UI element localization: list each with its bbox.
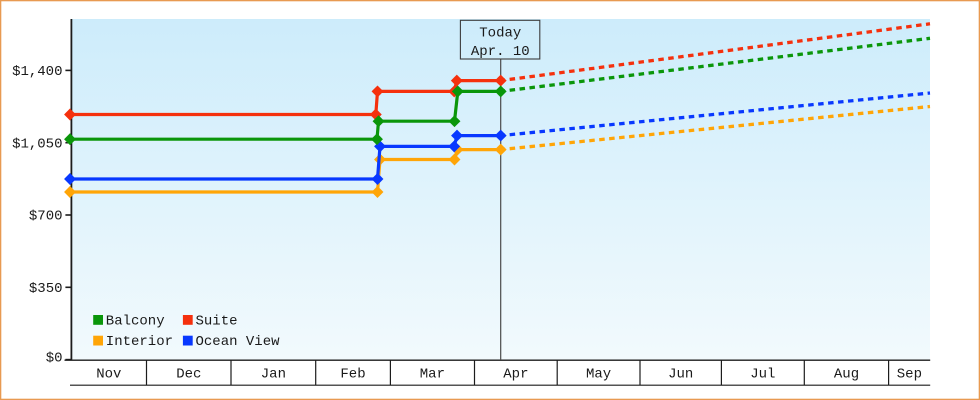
svg-text:Jun: Jun bbox=[668, 366, 693, 382]
svg-text:Today: Today bbox=[479, 26, 521, 42]
svg-text:Nov: Nov bbox=[96, 366, 121, 382]
svg-text:Sep: Sep bbox=[897, 366, 922, 382]
svg-text:$1,050: $1,050 bbox=[12, 136, 62, 152]
svg-text:May: May bbox=[586, 366, 611, 382]
svg-text:$350: $350 bbox=[29, 281, 63, 297]
svg-text:$1,400: $1,400 bbox=[12, 64, 62, 80]
svg-text:Interior: Interior bbox=[106, 334, 173, 350]
svg-text:Balcony: Balcony bbox=[106, 313, 165, 329]
svg-text:Dec: Dec bbox=[176, 366, 201, 382]
svg-text:$0: $0 bbox=[46, 351, 63, 367]
svg-text:Suite: Suite bbox=[196, 313, 238, 329]
svg-text:Apr. 10: Apr. 10 bbox=[471, 44, 530, 60]
svg-text:Ocean View: Ocean View bbox=[196, 334, 281, 350]
svg-text:Aug: Aug bbox=[834, 366, 859, 382]
svg-text:Apr: Apr bbox=[503, 366, 528, 382]
svg-text:$700: $700 bbox=[29, 209, 63, 225]
svg-text:Mar: Mar bbox=[420, 366, 445, 382]
svg-text:Feb: Feb bbox=[340, 366, 365, 382]
svg-text:Jan: Jan bbox=[261, 366, 286, 382]
svg-text:Jul: Jul bbox=[750, 366, 775, 382]
